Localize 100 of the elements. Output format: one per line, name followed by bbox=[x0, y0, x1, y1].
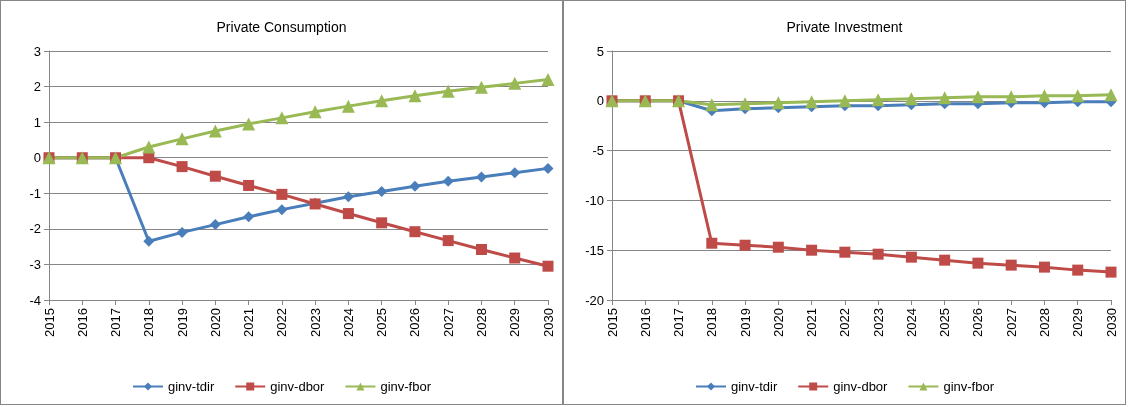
point bbox=[805, 95, 819, 109]
point bbox=[1072, 264, 1084, 276]
y-tick-label: -20 bbox=[585, 292, 604, 308]
point bbox=[208, 124, 222, 138]
x-tick-label: 2019 bbox=[737, 308, 753, 337]
y-tick-label: 0 bbox=[33, 150, 41, 166]
point bbox=[275, 111, 289, 125]
point bbox=[739, 239, 751, 251]
point bbox=[972, 257, 984, 269]
point bbox=[176, 226, 188, 238]
legend-label: ginv-tdir bbox=[167, 379, 215, 394]
x-tick-label: 2017 bbox=[108, 308, 124, 337]
x-tick-label: 2024 bbox=[903, 308, 919, 337]
point bbox=[342, 191, 354, 203]
legend-label: ginv-tdir bbox=[730, 379, 778, 394]
x-tick-label: 2027 bbox=[1003, 308, 1019, 337]
point bbox=[706, 237, 718, 249]
point bbox=[938, 91, 952, 105]
point bbox=[276, 204, 288, 216]
x-tick-label: 2026 bbox=[970, 308, 986, 337]
point bbox=[408, 89, 422, 103]
point bbox=[243, 179, 255, 191]
x-tick-label: 2029 bbox=[1070, 308, 1086, 337]
y-tick-label: -4 bbox=[29, 292, 41, 308]
x-tick-label: 2020 bbox=[207, 308, 223, 337]
point bbox=[342, 208, 354, 220]
x-tick-label: 2023 bbox=[870, 308, 886, 337]
x-tick-label: 2025 bbox=[937, 308, 953, 337]
x-tick-label: 2018 bbox=[704, 308, 720, 337]
x-tick-label: 2022 bbox=[837, 308, 853, 337]
point bbox=[376, 217, 388, 229]
point bbox=[872, 248, 884, 260]
x-tick-label: 2021 bbox=[804, 308, 820, 337]
point bbox=[375, 94, 389, 108]
point bbox=[1038, 261, 1050, 273]
point bbox=[143, 235, 155, 247]
point bbox=[209, 219, 221, 231]
point bbox=[1005, 259, 1017, 271]
x-tick-label: 2016 bbox=[74, 308, 90, 337]
x-tick-label: 2015 bbox=[41, 308, 57, 337]
x-tick-label: 2024 bbox=[340, 308, 356, 337]
point bbox=[838, 94, 852, 108]
x-tick-label: 2028 bbox=[1036, 308, 1052, 337]
point bbox=[1004, 90, 1018, 104]
y-tick-label: -5 bbox=[592, 143, 604, 159]
point bbox=[409, 226, 421, 238]
point bbox=[409, 180, 421, 192]
y-tick-label: 1 bbox=[33, 114, 41, 130]
point bbox=[839, 246, 851, 258]
point bbox=[175, 132, 189, 146]
y-tick-label: 0 bbox=[596, 93, 604, 109]
x-tick-label: 2025 bbox=[374, 308, 390, 337]
x-tick-label: 2029 bbox=[507, 308, 523, 337]
x-tick-label: 2022 bbox=[274, 308, 290, 337]
point bbox=[441, 84, 455, 98]
legend-label: ginv-fbor bbox=[380, 379, 432, 394]
point bbox=[142, 140, 156, 154]
point bbox=[971, 90, 985, 104]
point bbox=[376, 186, 388, 198]
point bbox=[341, 99, 355, 113]
point bbox=[939, 254, 951, 266]
x-tick-label: 2020 bbox=[770, 308, 786, 337]
x-tick-label: 2019 bbox=[174, 308, 190, 337]
point bbox=[276, 188, 288, 200]
x-tick-label: 2015 bbox=[604, 308, 620, 337]
point bbox=[475, 243, 487, 255]
point bbox=[541, 72, 555, 86]
chart-title: Private Investment bbox=[786, 19, 903, 35]
point bbox=[475, 171, 487, 183]
point bbox=[308, 105, 322, 119]
point bbox=[242, 117, 256, 131]
legend-label: ginv-dbor bbox=[833, 379, 889, 394]
point bbox=[442, 175, 454, 187]
point bbox=[705, 98, 719, 112]
point bbox=[806, 244, 818, 256]
point bbox=[542, 260, 554, 272]
point bbox=[176, 161, 188, 173]
point bbox=[1071, 89, 1085, 103]
point bbox=[904, 92, 918, 106]
legend-label: ginv-dbor bbox=[270, 379, 326, 394]
point bbox=[1037, 89, 1051, 103]
x-tick-label: 2026 bbox=[407, 308, 423, 337]
point bbox=[474, 80, 488, 94]
y-tick-label: -10 bbox=[585, 192, 604, 208]
point bbox=[442, 235, 454, 247]
x-tick-label: 2028 bbox=[473, 308, 489, 337]
point bbox=[871, 93, 885, 107]
chart-title: Private Consumption bbox=[216, 19, 347, 35]
point bbox=[905, 251, 917, 263]
x-tick-label: 2017 bbox=[671, 308, 687, 337]
x-tick-label: 2030 bbox=[540, 308, 556, 337]
legend-label: ginv-fbor bbox=[943, 379, 995, 394]
point bbox=[509, 252, 521, 264]
x-tick-label: 2021 bbox=[241, 308, 257, 337]
point bbox=[542, 162, 554, 174]
point bbox=[738, 97, 752, 111]
point bbox=[508, 76, 522, 90]
y-tick-label: -2 bbox=[29, 221, 41, 237]
x-tick-label: 2027 bbox=[440, 308, 456, 337]
y-tick-label: -1 bbox=[29, 185, 41, 201]
